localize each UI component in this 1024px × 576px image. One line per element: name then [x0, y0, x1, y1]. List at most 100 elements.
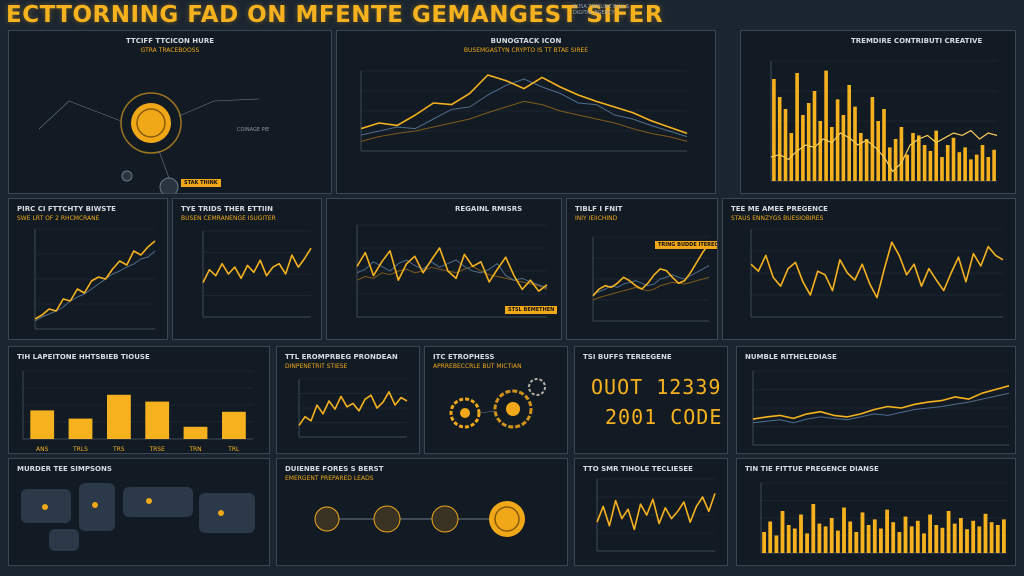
bar [799, 514, 803, 553]
bar [934, 130, 938, 181]
bar [909, 526, 914, 553]
bar [957, 152, 962, 181]
series-line [356, 259, 548, 289]
panel-timeline: TIBLF I FNIT INIY IEIICHIND TRING BUDDE … [566, 198, 718, 340]
bar [866, 525, 871, 553]
panel-title: ITC ETROPHESS [433, 353, 495, 361]
panel-subtitle: APRREBECCRLE BUT MICTIAN [433, 363, 522, 370]
panel-counter: TSI BUFFS TEREEGENE OUOT 12339 2001 CODE [574, 346, 728, 454]
panel-subtitle: DINPENETRIT STIESE [285, 363, 348, 370]
bar [963, 147, 967, 181]
bar [841, 115, 846, 181]
bar [971, 520, 976, 553]
panel-volatility: TTO SMR TIHOLE TECLIESEE [574, 458, 728, 566]
series-line [34, 250, 156, 322]
bar [786, 525, 791, 553]
panel-progress-chart: TTL EROMPRBEG PRONDEAN DINPENETRIT STIES… [276, 346, 420, 454]
bar [893, 139, 898, 181]
bar [959, 518, 963, 553]
panel-world-map: MURDER TEE SIMPSONS [8, 458, 270, 566]
step-icon [373, 505, 401, 533]
panel-title: BUNOGTACK ICON [490, 37, 562, 45]
line-chart [752, 370, 1010, 446]
node-icon [121, 170, 133, 182]
bar-chart [760, 482, 1007, 554]
bar [823, 526, 828, 553]
bar [847, 85, 851, 181]
overlay-line [770, 129, 998, 173]
bar [965, 529, 969, 553]
status-badge: STAK THINK [181, 179, 221, 187]
bar [879, 528, 883, 553]
panel-title: PIRC CI FTTCHTY BIWSTE [17, 205, 116, 213]
bar [68, 418, 93, 439]
series-line [34, 240, 156, 320]
bar [945, 145, 950, 181]
line-chart [34, 228, 156, 330]
panel-title: TYE TRIDS THER ETTIIN [181, 205, 273, 213]
panel-title: TTCIFF TTCICON HURE [125, 37, 214, 45]
tick-label: TRS [112, 446, 125, 453]
gears-diagram [449, 378, 546, 429]
panel-price-trend: BUNOGTACK ICON BUSEMGASTYN CRYPTO IS TT … [336, 30, 716, 194]
panel-gears: ITC ETROPHESS APRREBECCRLE BUT MICTIAN [424, 346, 568, 454]
bar [830, 127, 834, 181]
page-subtitle: RUSA TIMELINE BULLS DIGITAL AGENCY [573, 4, 629, 16]
gear-icon [528, 378, 546, 396]
bar [859, 133, 863, 181]
gear-center-icon [506, 402, 520, 416]
line-chart [298, 378, 408, 438]
line-chart [596, 478, 716, 552]
bar [888, 147, 892, 181]
panel-title: TREMDIRE CONTRIBUTI CREATIVE [851, 37, 983, 45]
map-marker-icon [42, 504, 48, 510]
series-line [356, 265, 548, 290]
series-line [356, 247, 548, 292]
tick-label: TRN [188, 446, 201, 453]
bar [860, 512, 865, 553]
bar [795, 73, 799, 181]
panel-title: TSI BUFFS TEREEGENE [583, 353, 672, 361]
bar-chart: ANS TRLS TRS TRSE TRN TRL [22, 370, 253, 453]
gear-icon [493, 389, 533, 429]
panel-rising-lines: NUMBLE RITHELEDIASE [736, 346, 1016, 454]
bar [974, 154, 979, 181]
bar [983, 513, 988, 553]
bar [1002, 519, 1006, 553]
panel-distribution-bars: TIN TIE FITTUE PREGENCE DIANSE [736, 458, 1016, 566]
panel-subtitle: SWE LRT OF 2 RHCMCRANE [17, 215, 100, 222]
line-chart [750, 228, 1004, 318]
series-line [360, 78, 688, 138]
bar [917, 135, 921, 181]
bar [817, 523, 822, 553]
panel-subtitle: STAUS ENNZYGS BUESIOBIRES [731, 215, 824, 222]
panel-subtitle: BUSEN CEMRANENGE ISUGITER [181, 215, 276, 222]
coin-diagram [38, 92, 260, 193]
bar [836, 530, 840, 553]
bar [977, 526, 982, 553]
series-line [202, 247, 312, 283]
panel-title: TIH LAPEITONE HHTSBIEB TIOUSE [17, 353, 150, 361]
bar [792, 528, 797, 553]
bar [806, 103, 811, 181]
bar [952, 523, 957, 553]
bar [777, 97, 782, 181]
bar [934, 525, 939, 553]
bar [897, 532, 902, 553]
bar [783, 109, 788, 181]
bar [870, 97, 875, 181]
bar [922, 145, 927, 181]
bar [107, 394, 131, 439]
panel-subtitle: INIY IEIICHIND [575, 215, 618, 222]
tick-label: TRLS [72, 446, 88, 453]
bar [805, 533, 809, 553]
series-line [592, 243, 710, 297]
panel-trend-chart: TYE TRIDS THER ETTIIN BUSEN CEMRANENGE I… [172, 198, 322, 340]
panel-title: MURDER TEE SIMPSONS [17, 465, 112, 473]
map-region [199, 493, 255, 533]
bar [992, 149, 996, 181]
bar [872, 519, 877, 553]
bar [969, 159, 973, 181]
bar [780, 511, 785, 553]
bar [989, 522, 994, 553]
